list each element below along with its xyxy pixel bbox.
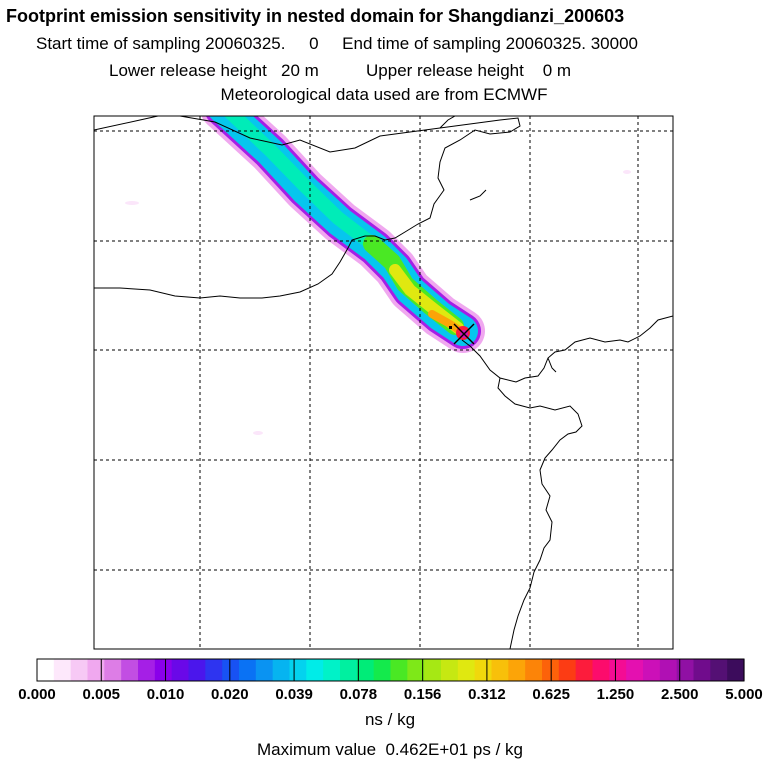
colorbar-cell [272, 659, 291, 681]
map-grid [94, 116, 673, 649]
coastline-sea-edge [547, 357, 557, 373]
receptor-marker [449, 323, 475, 345]
maximum-value: Maximum value 0.462E+01 ps / kg [257, 740, 523, 759]
colorbar-cell [626, 659, 644, 681]
colorbar-cell [659, 659, 678, 681]
colorbar-cell [154, 659, 173, 681]
colorbar-tick-label: 0.010 [147, 686, 185, 703]
colorbar-cell [356, 659, 375, 681]
colorbar-cell [710, 659, 728, 681]
colorbar-major-ticks [100, 659, 681, 681]
colorbar-cell [138, 659, 156, 681]
colorbar-cell [37, 659, 55, 681]
colorbar-cell [70, 659, 89, 681]
colorbar-cell [474, 659, 493, 681]
colorbar-cell [340, 659, 358, 681]
colorbar-tick-label: 0.078 [340, 686, 378, 703]
faint-spot-1 [125, 201, 139, 205]
colorbar-cell [592, 659, 610, 681]
colorbar-cell [575, 659, 594, 681]
colorbar-cell [239, 659, 257, 681]
colorbar-cell [121, 659, 139, 681]
colorbar-cell [306, 659, 324, 681]
colorbar-tick-label: 2.500 [661, 686, 699, 703]
colorbar-cell [289, 659, 307, 681]
colorbar-tick-label: 0.156 [404, 686, 442, 703]
colorbar-frame [36, 658, 745, 682]
colorbar-cell [558, 659, 577, 681]
colorbar-tick-label: 0.039 [275, 686, 313, 703]
colorbar-tick-label: 0.312 [468, 686, 506, 703]
receptor-dot [449, 326, 452, 329]
colorbar-cell [508, 659, 526, 681]
colorbar-cell [323, 659, 341, 681]
colorbar-cell [693, 659, 711, 681]
colorbar-cell [424, 659, 442, 681]
colorbar-cell [205, 659, 223, 681]
colorbar-tick-label: 0.000 [18, 686, 56, 703]
coastlines [94, 116, 673, 649]
colorbar-cell [643, 659, 661, 681]
colorbar-cell [676, 659, 695, 681]
colorbar-cell [171, 659, 190, 681]
colorbar-cell [222, 659, 240, 681]
colorbar-tick-label: 0.625 [532, 686, 570, 703]
border-east [461, 315, 673, 383]
colorbar-units: ns / kg [364, 710, 416, 729]
colorbar-cell [87, 659, 105, 681]
colorbar-cell [457, 659, 476, 681]
colorbar-tick-label: 0.005 [82, 686, 120, 703]
colorbar-tick-label: 0.020 [211, 686, 249, 703]
coastline-gulf [439, 116, 487, 201]
chart-title: Footprint emission sensitivity in nested… [6, 6, 625, 26]
coastline-south [497, 377, 583, 649]
colorbar-cell [727, 659, 745, 681]
colorbar-cell [373, 659, 392, 681]
meteorological-data-line: Meteorological data used are from ECMWF [220, 85, 548, 104]
colorbar-tick-label: 5.000 [725, 686, 763, 703]
coastline-north [94, 116, 521, 299]
faint-spot-2 [253, 431, 263, 435]
faint-spot-3 [623, 170, 631, 174]
colorbar-cell [104, 659, 122, 681]
release-height-line: Lower release height 20 m Upper release … [109, 61, 572, 80]
map-frame [93, 115, 674, 650]
colorbar-cell [188, 659, 206, 681]
colorbar-cell [491, 659, 509, 681]
footprint-plume [201, 116, 485, 353]
colorbar-tick-label: 1.250 [597, 686, 635, 703]
colorbar-tick-labels: 0.000 0.005 0.010 0.020 0.039 0.078 0.156 0.312… [18, 686, 763, 703]
colorbar-cells [37, 659, 745, 681]
colorbar-cell [53, 659, 72, 681]
sampling-time-line: Start time of sampling 20060325. 0 End t… [36, 34, 638, 53]
colorbar-cell [255, 659, 274, 681]
colorbar-cell [609, 659, 627, 681]
colorbar-cell [390, 659, 408, 681]
colorbar-cell [441, 659, 459, 681]
colorbar-cell [407, 659, 425, 681]
colorbar-cell [525, 659, 543, 681]
